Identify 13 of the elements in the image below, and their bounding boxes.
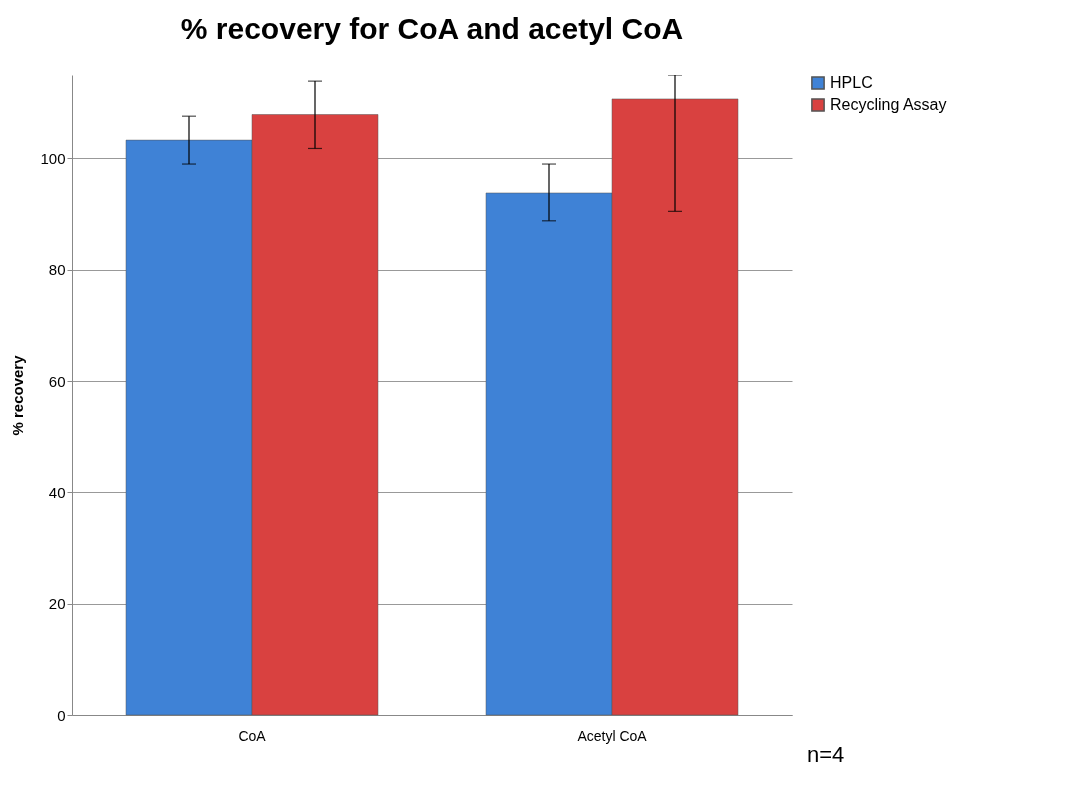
x-tick-label: Acetyl CoA bbox=[577, 727, 648, 744]
legend-label: Recycling Assay bbox=[830, 96, 947, 113]
y-tick-label: 60 bbox=[48, 372, 66, 390]
y-axis-title: % recovery bbox=[9, 354, 27, 436]
legend-label: HPLC bbox=[830, 74, 873, 91]
y-tick-label: 80 bbox=[48, 261, 66, 279]
y-tick-label: 20 bbox=[48, 595, 66, 613]
y-tick-label: 40 bbox=[48, 483, 66, 501]
y-tick-label: 0 bbox=[57, 706, 66, 724]
text: n=4 bbox=[807, 742, 845, 767]
chart-title: % recovery for CoA and acetyl CoA bbox=[180, 12, 684, 45]
y-tick-label: 100 bbox=[40, 149, 66, 167]
x-tick-label: CoA bbox=[238, 727, 267, 744]
